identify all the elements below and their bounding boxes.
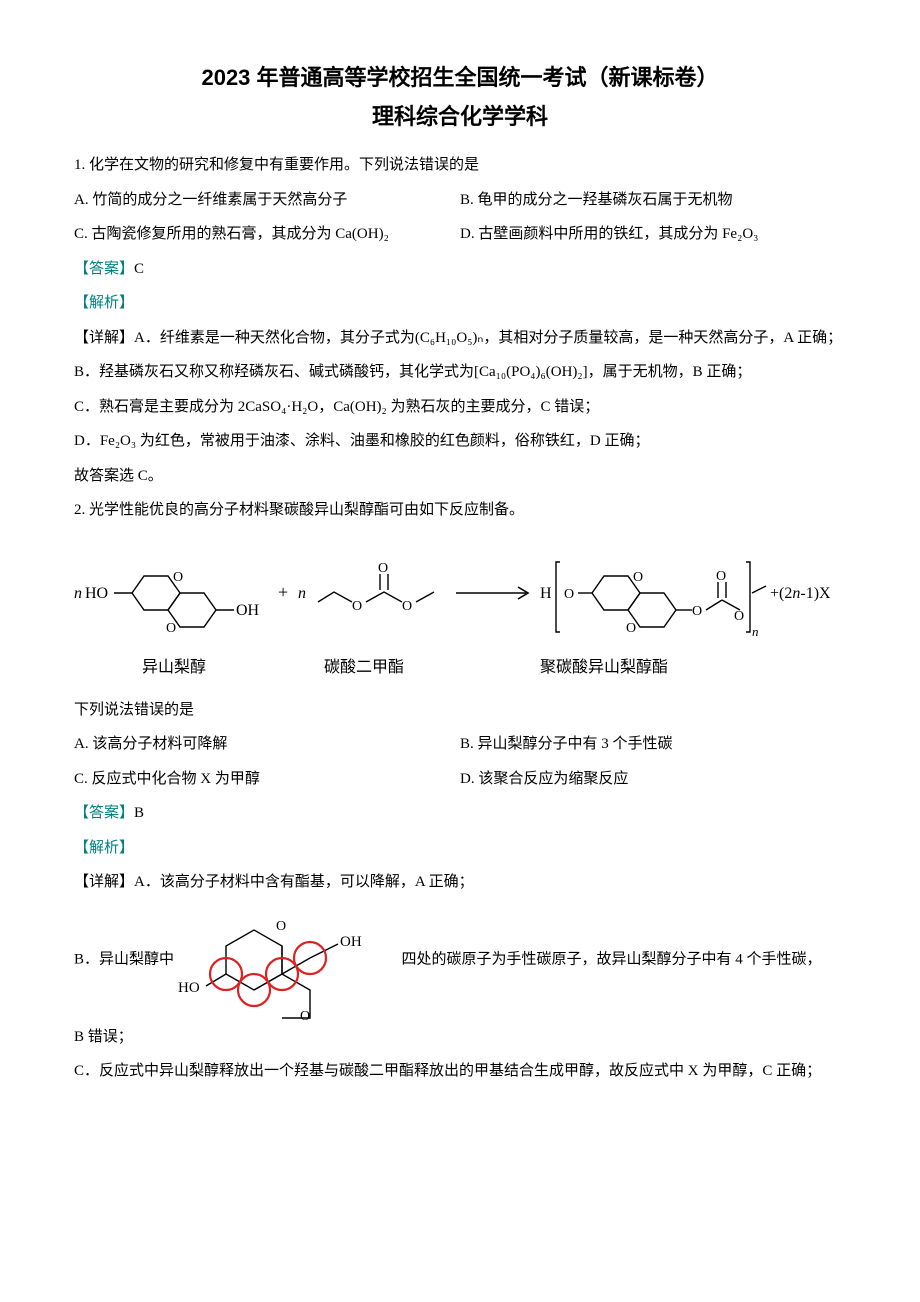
svg-text:O: O — [633, 570, 643, 585]
q1-answer: C — [134, 261, 144, 277]
svg-text:O: O — [378, 561, 388, 576]
q1-option-a: A. 竹简的成分之一纤维素属于天然高分子 — [74, 183, 460, 218]
q2-answer-label: 【答案】 — [74, 805, 134, 821]
reaction-label-1: 异山梨醇 — [74, 650, 274, 687]
q2-analysis-label: 【解析】 — [74, 831, 846, 866]
svg-text:O: O — [626, 621, 636, 636]
q1-answer-label: 【答案】 — [74, 261, 134, 277]
q2-option-b: B. 异山梨醇分子中有 3 个手性碳 — [460, 727, 846, 762]
svg-text:OH: OH — [340, 934, 362, 950]
q2-detail-b: B．异山梨醇中 HO O O OH — [74, 900, 846, 1020]
q1-analysis-label: 【解析】 — [74, 286, 846, 321]
q2-detail-b-pre: B．异山梨醇中 — [74, 951, 174, 967]
svg-text:+: + — [278, 582, 288, 602]
reaction-scheme: n HO O O OH + n O O O — [74, 538, 846, 687]
svg-text:O: O — [173, 570, 183, 585]
svg-text:O: O — [564, 587, 574, 602]
reaction-svg: n HO O O OH + n O O O — [74, 538, 834, 648]
svg-text:O: O — [402, 599, 412, 614]
svg-text:O: O — [166, 621, 176, 636]
q2-answer: B — [134, 805, 144, 821]
chirality-svg: HO O O OH — [178, 900, 398, 1020]
q1-detail-a: 【详解】A．纤维素是一种天然化合物，其分子式为(C₆H₁₀O₅)ₙ，其相对分子质… — [74, 321, 846, 356]
svg-text:O: O — [716, 569, 726, 584]
q2-option-a: A. 该高分子材料可降解 — [74, 727, 460, 762]
svg-text:+(2n-1)X: +(2n-1)X — [770, 585, 831, 602]
svg-text:n: n — [298, 585, 306, 602]
reaction-label-2: 碳酸二甲酯 — [274, 650, 454, 687]
q1-option-b: B. 龟甲的成分之一羟基磷灰石属于无机物 — [460, 183, 846, 218]
q1-stem: 1. 化学在文物的研究和修复中有重要作用。下列说法错误的是 — [74, 148, 846, 183]
q2-answer-line: 【答案】B — [74, 796, 846, 831]
q2-detail-b-end: B 错误； — [74, 1020, 846, 1055]
q2-detail-a: 【详解】A．该高分子材料中含有酯基，可以降解，A 正确； — [74, 865, 846, 900]
svg-text:O: O — [352, 599, 362, 614]
chirality-structure: HO O O OH — [178, 900, 398, 1020]
q2-option-c: C. 反应式中化合物 X 为甲醇 — [74, 762, 460, 797]
q1-answer-line: 【答案】C — [74, 252, 846, 287]
svg-text:OH: OH — [236, 602, 260, 619]
svg-text:HO: HO — [85, 585, 108, 602]
q2-option-d: D. 该聚合反应为缩聚反应 — [460, 762, 846, 797]
title-sub: 理科综合化学学科 — [74, 99, 846, 134]
q1-option-d: D. 古壁画颜料中所用的铁红，其成分为 Fe₂O₃ — [460, 217, 846, 252]
svg-text:O: O — [734, 609, 744, 624]
svg-text:n: n — [752, 624, 759, 639]
q1-detail-b: B．羟基磷灰石又称又称羟磷灰石、碱式磷酸钙，其化学式为[Ca₁₀(PO₄)₆(O… — [74, 355, 846, 390]
title-main: 2023 年普通高等学校招生全国统一考试（新课标卷） — [74, 60, 846, 95]
svg-text:O: O — [276, 919, 286, 934]
q2-detail-b-post: 四处的碳原子为手性碳原子，故异山梨醇分子中有 4 个手性碳， — [402, 951, 822, 967]
svg-text:n: n — [74, 585, 82, 602]
q2-detail-c: C．反应式中异山梨醇释放出一个羟基与碳酸二甲酯释放出的甲基结合生成甲醇，故反应式… — [74, 1054, 846, 1089]
q1-detail-c: C．熟石膏是主要成分为 2CaSO₄·H₂O，Ca(OH)₂ 为熟石灰的主要成分… — [74, 390, 846, 425]
q1-detail-d: D．Fe₂O₃ 为红色，常被用于油漆、涂料、油墨和橡胶的红色颜料，俗称铁红，D … — [74, 424, 846, 459]
reaction-label-3: 聚碳酸异山梨醇酯 — [454, 650, 754, 687]
svg-text:O: O — [692, 604, 702, 619]
svg-text:O: O — [300, 1009, 310, 1020]
q2-followup: 下列说法错误的是 — [74, 693, 846, 728]
q1-conclusion: 故答案选 C。 — [74, 459, 846, 494]
svg-text:H: H — [540, 585, 552, 602]
q2-stem: 2. 光学性能优良的高分子材料聚碳酸异山梨醇酯可由如下反应制备。 — [74, 493, 846, 528]
q1-option-c: C. 古陶瓷修复所用的熟石膏，其成分为 Ca(OH)₂ — [74, 217, 460, 252]
svg-text:HO: HO — [178, 980, 200, 996]
